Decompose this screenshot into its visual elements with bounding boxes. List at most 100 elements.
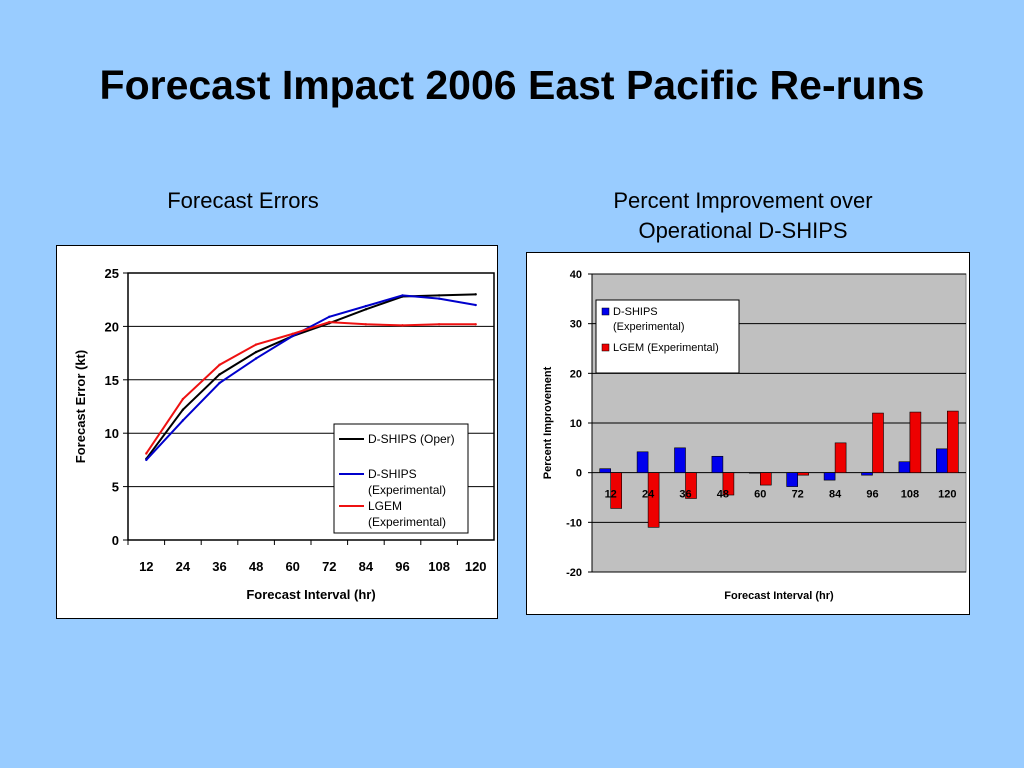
x-tick-label: 36 [212,559,226,574]
x-tick-label: 108 [428,559,450,574]
legend-box [333,423,469,534]
bar-2 [797,472,810,476]
y-axis-title: Percent Improvement [542,366,554,479]
x-axis-title: Forecast Interval (hr) [246,587,375,602]
x-tick-label: 12 [139,559,153,574]
y-tick-label: 40 [570,269,582,281]
data-point [474,293,477,296]
data-point [401,294,404,297]
bar-1 [898,461,911,473]
data-point [218,373,221,376]
legend-swatch [601,343,610,352]
x-tick-label: 48 [717,489,729,501]
x-tick-label: 60 [285,559,299,574]
x-axis-title: Forecast Interval (hr) [724,590,834,602]
x-tick-label: 12 [605,489,617,501]
bar-2 [722,472,735,496]
y-tick-label: 20 [105,319,119,334]
data-point [254,357,258,360]
x-tick-label: 120 [938,489,956,501]
bar-1 [823,472,836,481]
data-point [181,419,185,422]
percent-improvement-chart-panel: -20 -10 0 10 20 30 40 12 24 36 48 60 72 84 96 108 120 For… [526,252,970,615]
y-tick-label: 0 [576,468,582,480]
y-axis-title: Forecast Error (kt) [73,350,88,463]
data-point [364,304,368,308]
data-point [437,323,441,326]
legend-label: LGEM (Experimental) [613,342,719,354]
y-tick-label: -20 [566,567,582,579]
x-tick-label: 24 [176,559,191,574]
bar-1 [786,472,799,487]
series-line-2 [145,294,476,461]
bar-1 [711,455,724,473]
bar-1 [599,468,611,473]
data-point [145,458,148,462]
y-tick-label: 15 [105,373,119,388]
data-point [181,397,185,401]
data-point [364,323,368,326]
data-point [437,297,441,300]
y-tick-label: 25 [105,266,119,281]
x-tick-label: 120 [465,559,487,574]
y-tick-label: 30 [570,319,582,331]
slide-title: Forecast Impact 2006 East Pacific Re-run… [99,62,925,108]
y-tick-label: 5 [112,480,119,495]
y-tick-label: 20 [570,368,582,380]
data-point [145,452,148,455]
bar-2 [909,411,922,473]
data-point [291,334,294,338]
data-point [218,381,221,385]
x-tick-label: 24 [642,489,655,501]
x-tick-label: 108 [901,489,919,501]
bar-2 [685,472,697,499]
bar-2 [872,412,884,473]
legend-label: LGEM (Experimental) [368,499,446,529]
x-tick-label: 36 [679,489,691,501]
bar-2 [760,472,772,486]
forecast-errors-chart: 0 5 10 15 20 25 12 24 36 48 60 72 84 96 108 120 Forecast… [73,266,495,602]
bar-2 [610,472,622,509]
y-tick-label: 0 [112,533,119,548]
bar-1 [674,447,686,473]
legend-box [595,299,740,374]
y-tick-label: -10 [566,517,582,529]
legend-label: D-SHIPS (Oper) [368,432,455,446]
legend-label: D-SHIPS (Experimental) [368,467,446,497]
x-tick-label: 84 [829,489,842,501]
data-point [328,315,331,318]
data-point [254,350,258,354]
bar-1 [636,451,649,473]
bar-1 [749,472,761,474]
x-tick-label: 60 [754,489,766,501]
bar-1 [861,472,873,476]
forecast-errors-chart-panel: 0 5 10 15 20 25 12 24 36 48 60 72 84 96 108 120 Forecast… [56,245,498,619]
data-point [328,320,331,324]
left-chart-title: Forecast Errors [167,188,319,213]
data-point [364,308,368,311]
percent-improvement-chart: -20 -10 0 10 20 30 40 12 24 36 48 60 72 84 96 108 120 For… [542,269,967,602]
bar-1 [935,448,948,473]
legend-label: D-SHIPS (Experimental) [613,306,685,333]
x-tick-label: 72 [792,489,804,501]
x-tick-label: 96 [866,489,878,501]
legend-swatch [601,307,610,316]
x-tick-label: 84 [359,559,374,574]
bar-2 [946,410,959,473]
y-tick-label: 10 [105,426,119,441]
y-tick-label: 10 [570,418,582,430]
x-tick-label: 48 [249,559,263,574]
bar-2 [834,442,847,473]
data-point [254,343,258,346]
x-tick-label: 72 [322,559,336,574]
bar-2 [647,472,660,528]
data-point [437,294,441,297]
data-point [474,323,477,326]
series-line-1 [145,293,476,460]
data-point [401,324,404,327]
series-line-3 [145,321,476,455]
data-point [181,408,185,411]
x-tick-label: 96 [395,559,409,574]
data-point [291,332,294,336]
data-point [474,303,477,307]
